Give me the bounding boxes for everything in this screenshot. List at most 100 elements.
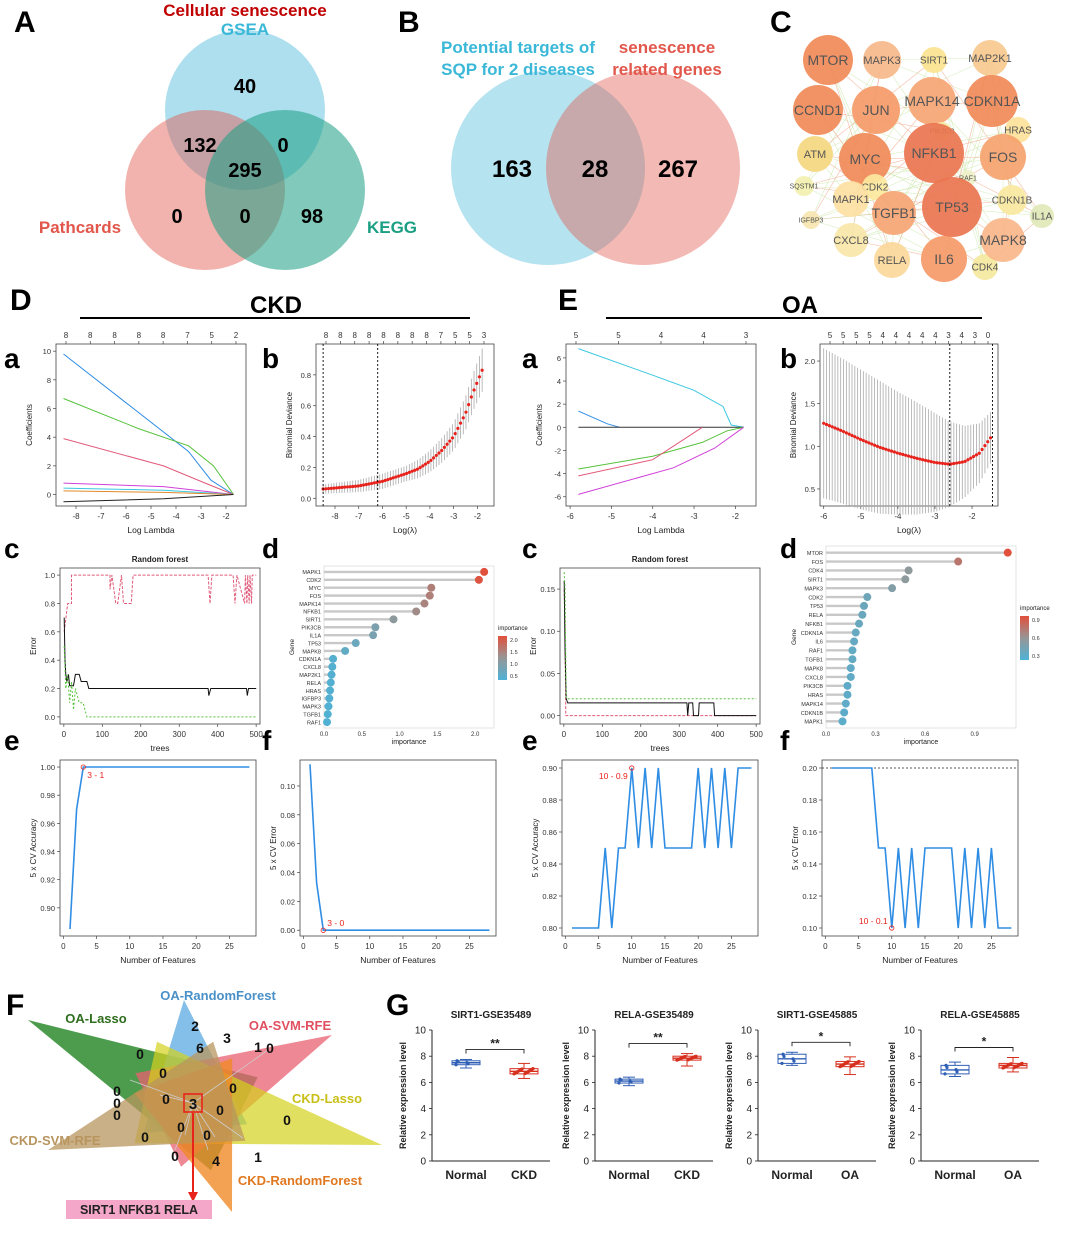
gene-label: RAF1: [307, 720, 321, 726]
y-tick-label: 8: [47, 376, 51, 385]
cv-point: [824, 422, 829, 427]
cv-point: [426, 460, 430, 464]
top-tick-label: 4: [701, 331, 706, 340]
sub-letter-Df: f: [262, 725, 272, 756]
network-label-cdkn1b: CDKN1B: [992, 196, 1033, 207]
sub-letter-Ed: d: [780, 533, 797, 564]
x-tick-label: 20: [694, 942, 703, 951]
y-tick-label: 0.98: [40, 791, 55, 800]
gene-label: CDKN1B: [801, 711, 824, 717]
lasso-series-line: [63, 398, 234, 495]
venn-a-n-kegg-only: 98: [301, 206, 323, 228]
y-tick-label: 4: [909, 1104, 915, 1115]
network-node-sqstm1: [794, 176, 814, 196]
y-tick-label: 0.06: [280, 840, 295, 849]
network-node-atm: [797, 136, 833, 172]
lollipop-dot: [846, 664, 855, 673]
cv-point: [334, 486, 339, 490]
cv-point: [450, 436, 455, 440]
result-genes-text: SIRT1 NFKB1 RELA: [80, 1203, 198, 1217]
network-c: MTOR MAPK3 SIRT1 MAP2K1 CCND1 JUN MAPK14 CDKN1A…: [790, 35, 1054, 282]
y-tick-label: 0.90: [40, 904, 55, 913]
cv-point: [881, 446, 885, 450]
top-tick-label: 8: [367, 331, 372, 340]
cv-point: [386, 477, 390, 482]
y-tick-label: 10: [43, 347, 51, 356]
cv-point: [423, 462, 428, 466]
y-tick-label: 6: [557, 354, 561, 363]
top-tick-label: 2: [234, 331, 239, 340]
sub-letter-Dd: d: [262, 533, 279, 564]
boxplot-panel-1: RELA-GSE35489 0 2 4 6 8 10 Relative expression …: [561, 1010, 713, 1182]
random-forest-Ec: 0 100 200 300 400 500 0.00 0.05 0.10 0.15 trees Err…: [529, 555, 763, 753]
cv-point: [432, 456, 436, 460]
network-label-hras: HRAS: [1004, 126, 1032, 137]
y-tick-label: 4: [746, 1104, 752, 1115]
x-tick-label: 25: [987, 942, 996, 951]
y-tick-label: 0.80: [542, 924, 557, 933]
cv-point: [861, 438, 865, 443]
plot-frame-Dc: [59, 567, 261, 725]
cv-point: [986, 440, 990, 444]
cv-point: [957, 460, 962, 465]
lollipop-dot: [860, 601, 868, 610]
boxplot-panel-3: RELA-GSE45885 0 2 4 6 8 10 Relative expression …: [887, 1010, 1039, 1182]
cv-point: [458, 421, 463, 425]
plot-title: Random forest: [632, 555, 689, 564]
top-tick-label: 8: [381, 331, 386, 340]
y-tick-label: 0.5: [805, 485, 815, 494]
network-label-myc: MYC: [849, 151, 880, 167]
cv-point: [943, 462, 947, 466]
x-axis-label: importance: [392, 739, 427, 746]
star-region-count: 0: [266, 1040, 274, 1056]
x-tick-label: -3: [690, 512, 698, 521]
y-tick-label: 1.00: [40, 763, 55, 772]
cv-point: [464, 410, 468, 414]
top-tick-label: 5: [828, 331, 833, 340]
gene-label: MAPK3: [302, 705, 321, 711]
box-point: [1020, 1061, 1024, 1066]
y-tick-label: 0: [557, 423, 561, 432]
y-tick-label: 6: [47, 405, 51, 414]
cv-point: [418, 466, 422, 470]
cv-point: [940, 461, 945, 465]
top-tick-label: 8: [353, 331, 358, 340]
y-tick-label: 4: [557, 377, 561, 386]
lollipop-dot: [846, 672, 855, 681]
venn-b-n-left: 163: [492, 156, 532, 183]
network-node-nfkb1: [904, 123, 964, 183]
cv-point: [980, 447, 984, 452]
box-point: [629, 1080, 633, 1084]
lollipop-dot: [863, 593, 872, 602]
lollipop-dot: [324, 702, 333, 711]
box-point: [520, 1067, 524, 1071]
cv-point: [873, 443, 877, 447]
top-tick-label: 4: [659, 331, 664, 340]
cv-point: [399, 473, 403, 477]
star-region-count: 0: [283, 1112, 291, 1128]
lollipop-dot: [427, 583, 436, 592]
top-tick-label: 5: [867, 331, 872, 340]
x-tick-label: 0.6: [921, 732, 930, 738]
lollipop-dot: [329, 654, 338, 663]
x-axis-label: Log Lambda: [127, 525, 175, 535]
y-tick-label: 0.15: [540, 585, 555, 594]
cv-point: [955, 461, 959, 465]
top-tick-label: 4: [880, 331, 885, 340]
star-venn-f: OA-Lasso OA-RandomForest OA-SVM-RFE CKD-Las…: [10, 988, 382, 1219]
lollipop-dot: [1003, 548, 1012, 557]
x-axis-label: Number of Features: [360, 955, 436, 965]
x-axis-label: Number of Features: [120, 955, 196, 965]
gene-label: TGFB1: [805, 657, 823, 663]
legend-colorbar: [1020, 616, 1029, 660]
network-node-fos: [980, 134, 1026, 180]
y-tick-label: 0.92: [40, 876, 55, 885]
star-region-count: 2: [191, 1018, 199, 1034]
gene-label: PIK3CB: [301, 626, 321, 632]
cv-point: [396, 474, 401, 478]
gene-label: SIRT1: [306, 618, 322, 624]
cv-point: [364, 482, 368, 487]
venn-b-left-label-1: Potential targets of: [441, 38, 595, 57]
network-node-jun: [852, 86, 900, 134]
box-point: [694, 1054, 698, 1058]
